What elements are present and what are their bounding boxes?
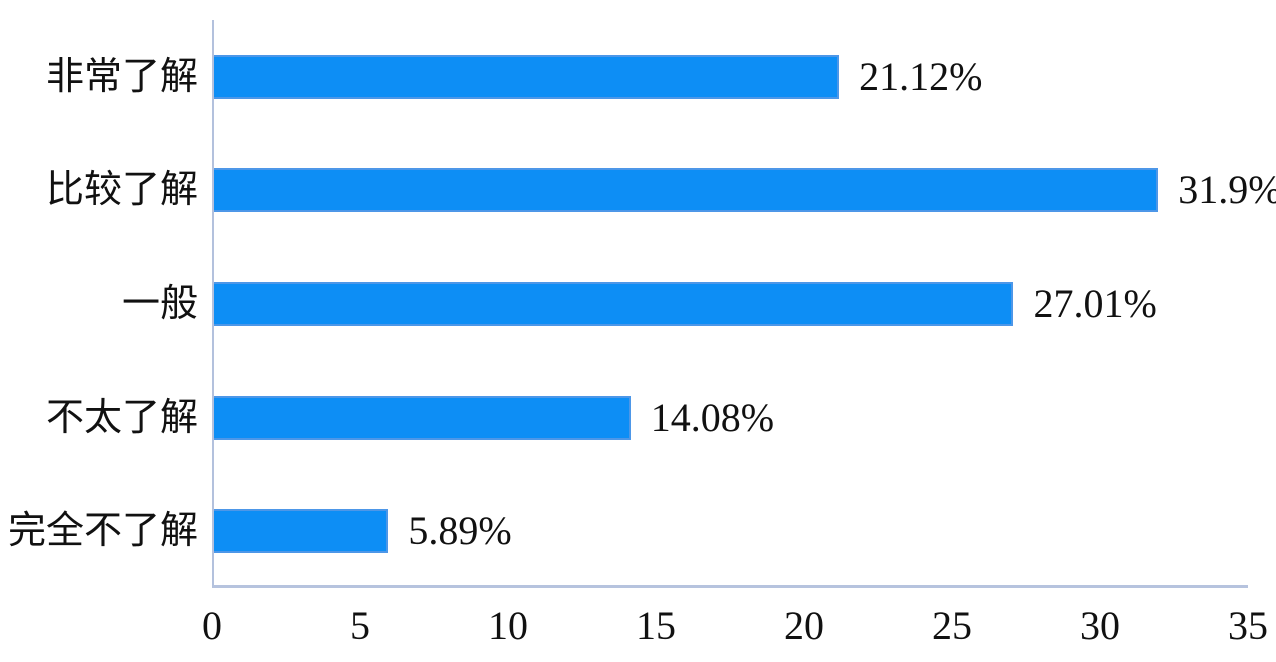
x-tick-label: 20 xyxy=(784,603,824,648)
bar-value-label: 31.9% xyxy=(1178,167,1276,213)
bar xyxy=(214,168,1159,213)
bar-value-label: 27.01% xyxy=(1033,281,1157,326)
x-tick-label: 35 xyxy=(1228,603,1268,648)
bar xyxy=(214,509,389,554)
x-tick-label: 15 xyxy=(636,603,676,648)
category-label: 一般 xyxy=(121,283,198,325)
x-tick-label: 25 xyxy=(932,603,972,648)
bar-value-label: 21.12% xyxy=(859,53,983,99)
category-label: 比较了解 xyxy=(45,169,198,212)
x-tick-label: 5 xyxy=(350,603,370,648)
x-tick-label: 0 xyxy=(202,603,222,648)
x-tick-label: 10 xyxy=(488,603,528,648)
bar-value-label: 5.89% xyxy=(408,508,512,554)
category-label: 不太了解 xyxy=(45,396,198,439)
bar-value-label: 14.08% xyxy=(650,394,775,440)
plot-area: 21.12% 31.9% 27.01% 14.08% 5.89% xyxy=(212,20,1276,588)
bar xyxy=(214,54,840,99)
y-axis-labels: 非常了解比较了解一般不太了解完全不了解 xyxy=(0,20,198,588)
category-label: 非常了解 xyxy=(45,55,198,98)
category-label: 完全不了解 xyxy=(7,510,198,553)
x-tick-label: 30 xyxy=(1080,603,1120,648)
bar xyxy=(214,282,1014,326)
bar xyxy=(214,395,631,440)
x-axis-ticks: 0 5 10 15 20 25 30 35 xyxy=(202,598,1268,654)
